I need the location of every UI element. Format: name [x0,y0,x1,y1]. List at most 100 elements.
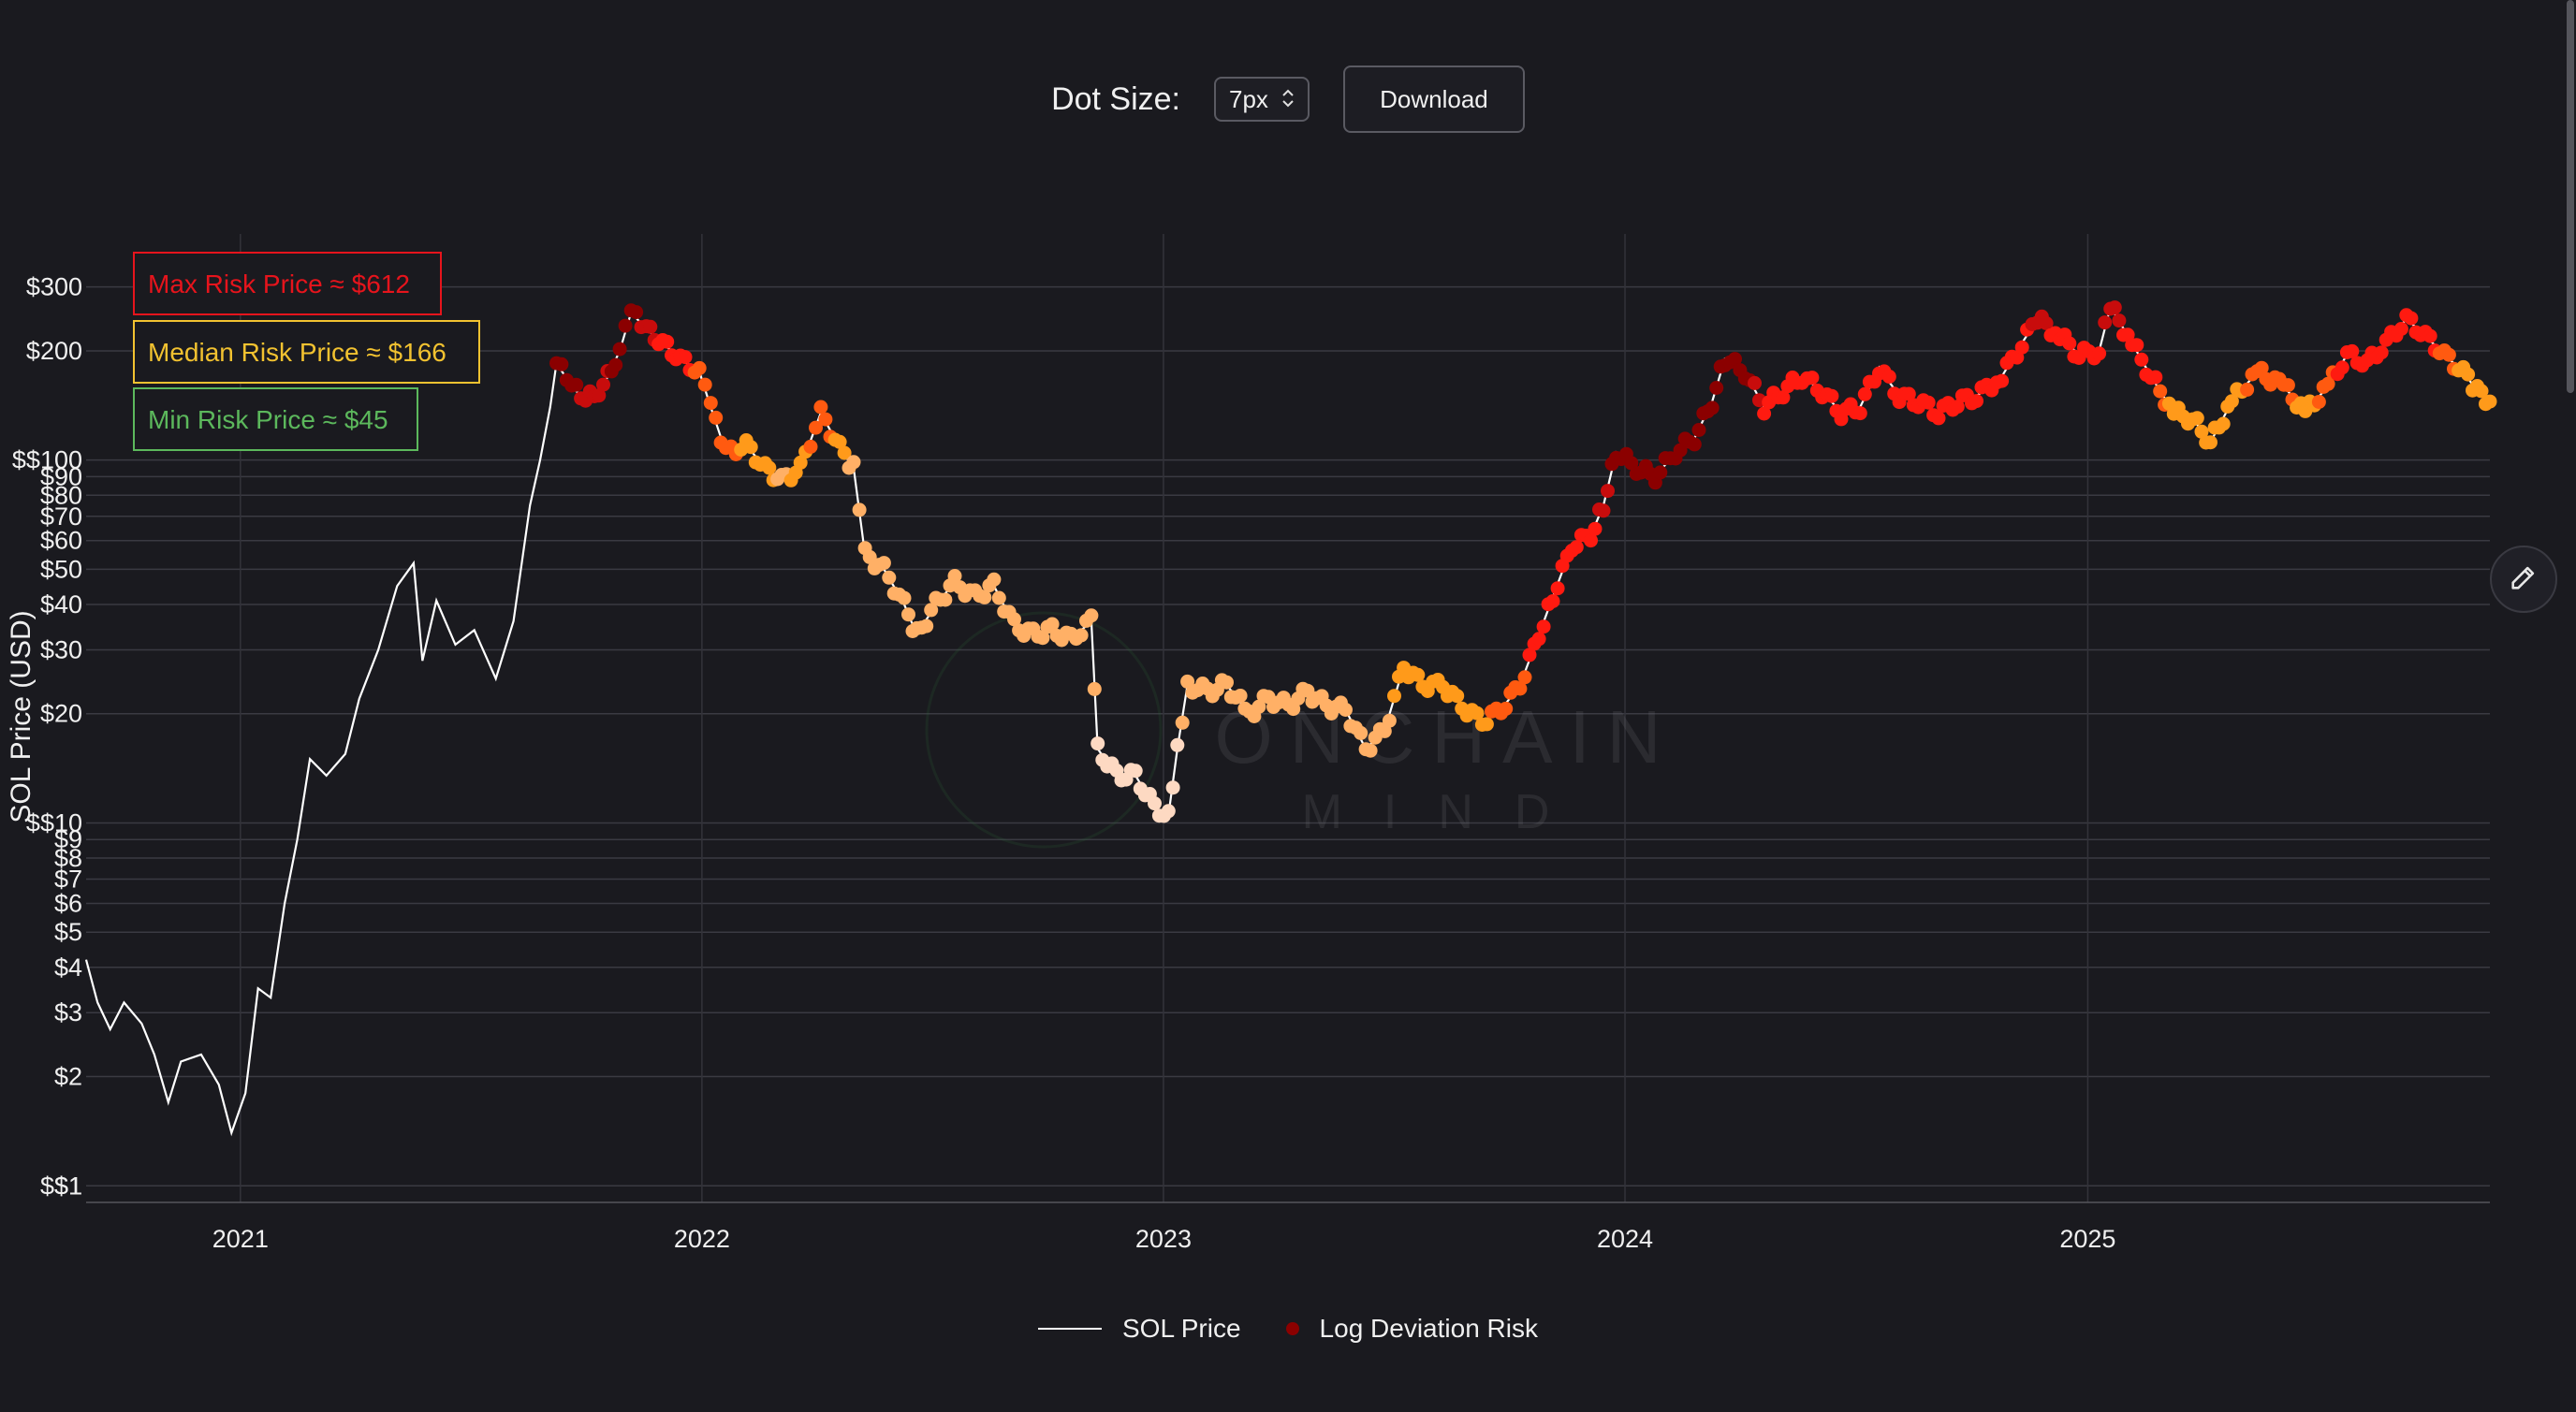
risk-dot [1653,465,1668,480]
edit-button[interactable] [2490,546,2557,613]
y-tick-label: $40 [40,590,82,619]
risk-dot [2014,340,2029,355]
y-tick-labels: $1$$1 $2 $3 $4 $5$6$7$8$9$$10 $20 $30 $40 $50$60… [12,273,82,1201]
risk-dot [1995,373,2010,388]
risk-dot [1180,674,1195,689]
risk-dot [809,420,823,435]
dot-size-label: Dot Size: [1051,80,1181,117]
grid-lines [86,234,2490,1203]
risk-dot [2240,382,2255,397]
risk-dot [1852,406,1867,421]
risk-dot [1536,619,1551,634]
risk-dot [660,334,675,349]
sol-risk-chart: ONCHAIN MIND $1$$1 $2 $3 $4 $5$6$7$8$9$$10 $2… [6,234,2497,1253]
risk-dot [2224,394,2239,409]
risk-dot [2441,347,2456,362]
risk-dot [1921,395,1936,410]
risk-dot [2422,328,2437,343]
risk-dot [1339,703,1353,717]
y-tick-label: $4 [54,953,82,982]
risk-dot [1382,713,1397,728]
risk-dot [709,410,724,425]
risk-dot [1857,386,1872,401]
risk-dot [1128,764,1143,779]
risk-dot [2098,315,2113,330]
risk-dot [1728,352,1742,367]
risk-dot [1035,631,1050,646]
risk-dot [1969,394,1983,409]
risk-dot [1300,683,1315,698]
risk-dots [549,300,2497,823]
legend-item-risk[interactable]: Log Deviation Risk [1285,1314,1538,1344]
risk-dot [987,572,1002,587]
legend-label-risk: Log Deviation Risk [1319,1314,1538,1343]
y-tick-label: $$1 [40,1172,82,1200]
risk-dot [629,305,644,320]
chart-controls: Dot Size: 7px Download [0,66,2576,133]
risk-dot [1522,648,1537,662]
risk-dot [1601,484,1615,499]
risk-dot [977,590,992,604]
dot-size-select[interactable]: 7px [1214,77,1310,122]
risk-dot [1624,456,1639,471]
risk-dot [1007,612,1021,627]
risk-dot [2320,376,2335,391]
risk-dot [2482,394,2497,409]
risk-dot [832,434,847,449]
y-tick-label: $30 [40,635,82,663]
risk-dot [743,440,758,455]
risk-dot [2474,384,2489,399]
risk-dot [1748,375,1762,390]
risk-dot [1545,594,1560,608]
risk-dot [1251,699,1266,714]
watermark-line2: MIND [1302,785,1591,839]
legend-line-swatch [1037,1328,1102,1330]
risk-dot [2194,424,2209,439]
risk-dot [1387,689,1401,704]
risk-dot [1531,632,1546,647]
risk-dot [2130,338,2144,353]
y-tick-label: $2 [54,1063,82,1091]
y-tick-label: $90 [40,462,82,490]
risk-dot [1705,400,1720,415]
risk-dot [2134,352,2149,367]
annotation-min-risk-text: Min Risk Price ≈ $45 [148,405,388,434]
risk-dot [1363,743,1378,758]
risk-dot [862,549,877,564]
y-tick-label: $1 [54,1172,82,1200]
risk-dot [897,590,912,605]
download-button[interactable]: Download [1342,66,1525,133]
annotation-min-risk-box [133,387,418,451]
risk-dot [2393,322,2408,336]
y-tick-label: $6 [54,890,82,918]
annotation-max-risk: Max Risk Price ≈ $612 [133,252,442,315]
legend-label-price: SOL Price [1121,1314,1241,1343]
x-tick-label: 2024 [1597,1225,1653,1253]
annotation-median-risk: Median Risk Price ≈ $166 [133,320,480,384]
risk-dot [2112,313,2127,328]
risk-dot [1517,670,1532,685]
risk-dot [643,319,658,334]
risk-dot [1950,400,1965,415]
risk-dot [2345,343,2360,358]
risk-dot [837,445,852,460]
risk-dot [1550,581,1565,596]
risk-dot [1805,371,1820,386]
page-scrollbar[interactable] [2567,0,2574,393]
annotation-min-risk: Min Risk Price ≈ $45 [133,387,418,451]
risk-dot [596,377,610,392]
risk-dot [1596,503,1611,518]
y-tick-label: $7 [54,866,82,894]
risk-dot [2153,384,2168,399]
risk-dot [846,455,861,470]
watermark-logo [925,611,1163,849]
risk-dot [1824,388,1839,403]
x-tick-labels: 2021 2022 2023 2024 2025 [212,1225,2116,1253]
y-tick-label: $50 [40,555,82,583]
y-tick-label: $80 [40,481,82,509]
legend-item-price[interactable]: SOL Price [1037,1314,1241,1344]
annotation-median-risk-box [133,320,480,384]
x-tick-label: 2022 [674,1225,730,1253]
risk-dot [813,400,828,415]
y-tick-label: $$10 [26,808,82,837]
